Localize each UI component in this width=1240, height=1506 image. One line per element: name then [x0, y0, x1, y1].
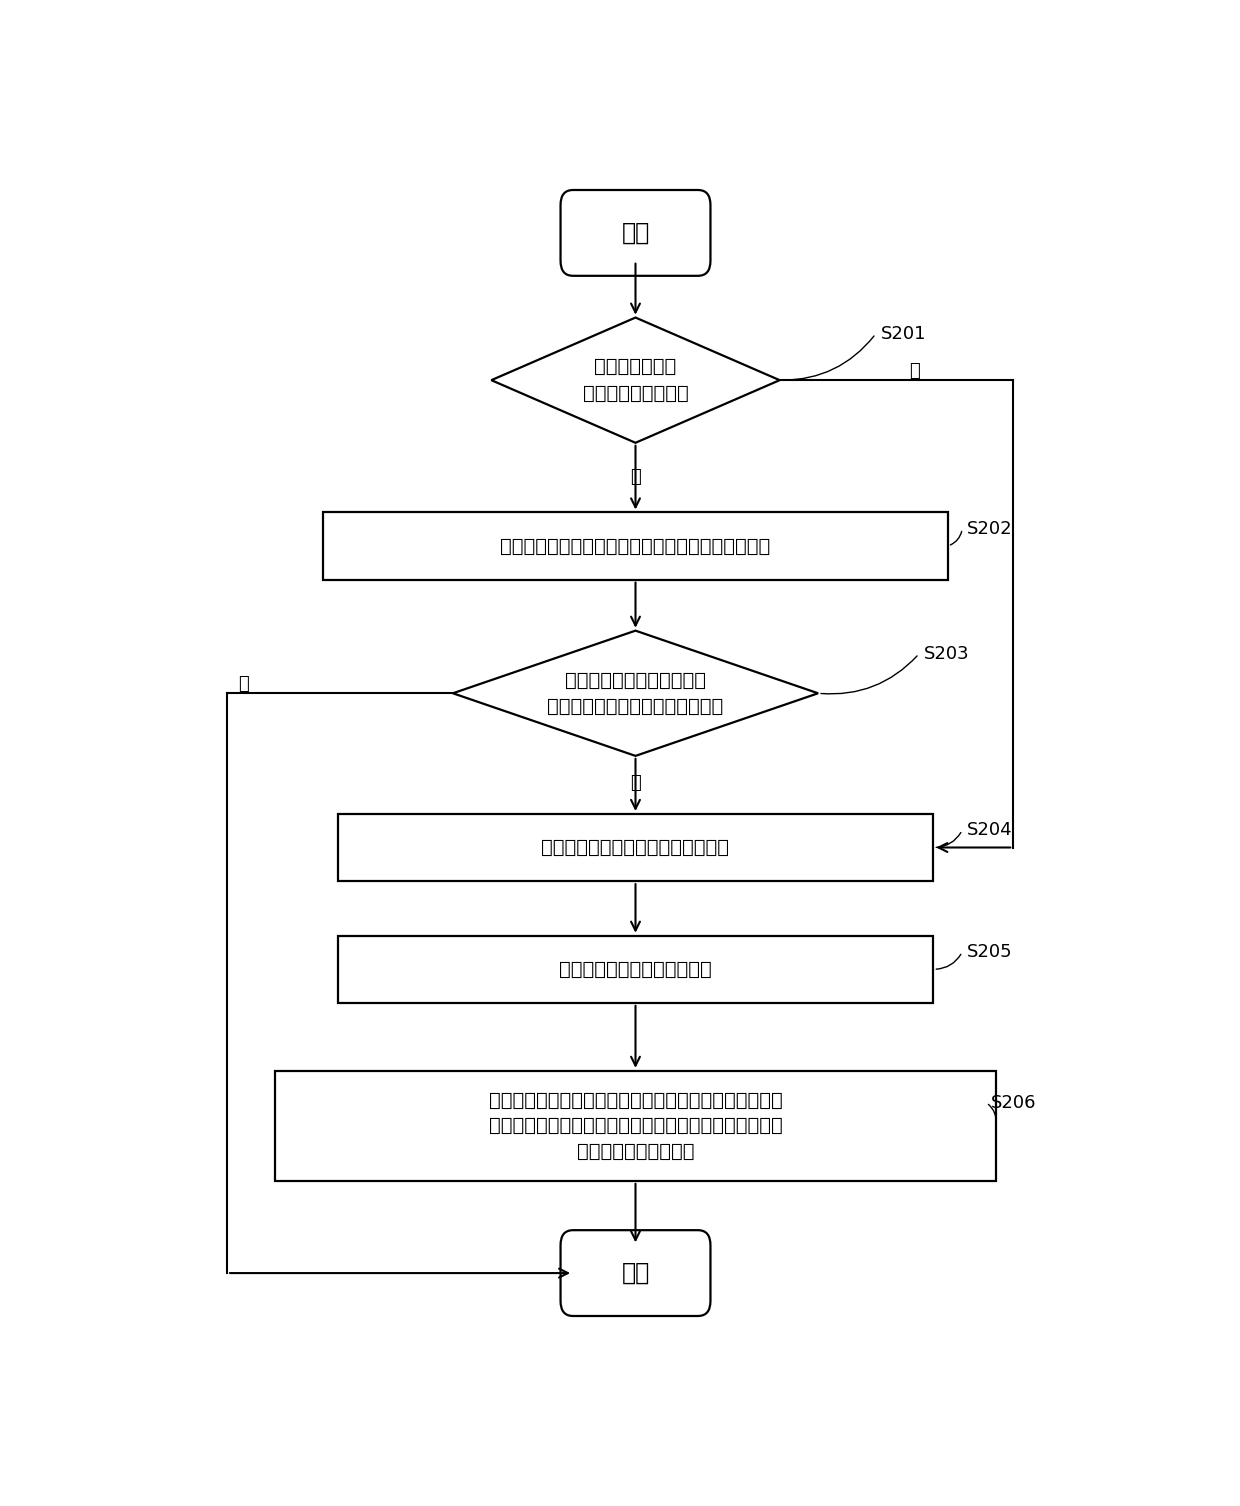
Text: 开始: 开始 — [621, 221, 650, 245]
Text: 获取接收节点的传输优先级和发送节点的传输优先级: 获取接收节点的传输优先级和发送节点的传输优先级 — [501, 536, 770, 556]
Bar — [324, 512, 947, 580]
Text: 接收节点的传输优先级是否
高于或等于发送节点的传输优先级: 接收节点的传输优先级是否 高于或等于发送节点的传输优先级 — [547, 670, 724, 715]
FancyBboxPatch shape — [560, 190, 711, 276]
Text: S202: S202 — [967, 520, 1013, 538]
Polygon shape — [453, 631, 818, 756]
Text: 否: 否 — [630, 468, 641, 486]
Text: 是: 是 — [909, 361, 920, 380]
Text: S204: S204 — [967, 821, 1013, 839]
Text: 将待传输的消息副本发送至接收节点: 将待传输的消息副本发送至接收节点 — [542, 837, 729, 857]
Text: 若反馈信息用于指示消息副本在接收节点的缓存中以第一
存储优先级存储，则将消息副本在发送节点的缓存中以第
二存储优先级进行存储: 若反馈信息用于指示消息副本在接收节点的缓存中以第一 存储优先级存储，则将消息副本… — [489, 1090, 782, 1161]
Bar — [275, 1071, 996, 1181]
FancyBboxPatch shape — [560, 1230, 711, 1316]
Bar — [337, 813, 934, 881]
Text: S205: S205 — [967, 943, 1013, 961]
Text: 接收节点是否为
消息副本的目的节点: 接收节点是否为 消息副本的目的节点 — [583, 357, 688, 404]
Text: S203: S203 — [924, 645, 970, 663]
Text: S201: S201 — [880, 325, 926, 343]
Text: 结束: 结束 — [621, 1261, 650, 1285]
Polygon shape — [491, 318, 780, 443]
Text: 接收接收节点发送的反馈信息: 接收接收节点发送的反馈信息 — [559, 959, 712, 979]
Text: 是: 是 — [630, 774, 641, 792]
Bar — [337, 935, 934, 1003]
Text: S206: S206 — [991, 1093, 1037, 1111]
Text: 否: 否 — [238, 675, 249, 693]
